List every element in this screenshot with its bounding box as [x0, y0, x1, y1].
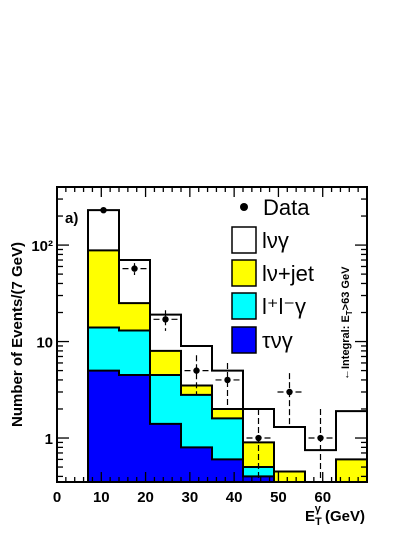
stacked-histogram [87, 209, 367, 483]
data-point-7 [308, 408, 333, 481]
x-tick-label-0: 0 [53, 489, 61, 506]
data-point-marker-0 [100, 206, 107, 214]
x-tick-label-30: 30 [182, 489, 199, 506]
data-point-2 [153, 310, 178, 331]
axis-ticks [56, 186, 368, 482]
data-point-3 [184, 355, 209, 395]
data-point-5 [246, 408, 271, 481]
integral-annotation-rest: >63 GeV [340, 266, 352, 310]
y-tick-label-1: 1 [45, 431, 53, 448]
data-point-marker-2 [162, 316, 169, 323]
legend-swatch-1 [231, 226, 257, 254]
data-point-6 [277, 373, 302, 428]
data-point-marker-3 [193, 367, 200, 374]
integral-annotation-sub: T [345, 310, 354, 315]
legend-label-2: lν+jet [262, 261, 314, 286]
legend-item-3: l⁺l⁻γ [231, 292, 306, 320]
x-tick-label-50: 50 [270, 489, 287, 506]
x-tick-label-40: 40 [226, 489, 243, 506]
bar-3-1 [119, 375, 150, 482]
data-point-1 [122, 263, 147, 275]
bar-1-8 [336, 459, 367, 482]
x-tick-label-20: 20 [137, 489, 154, 506]
x-tick-label-60: 60 [314, 489, 331, 506]
series-3 [88, 370, 274, 482]
x-tick-label-10: 10 [93, 489, 110, 506]
legend-item-0: Data [240, 195, 310, 220]
data-point-marker-1 [131, 265, 138, 272]
bar-3-2 [150, 423, 181, 482]
data-point-0 [91, 206, 116, 214]
bar-3-5 [243, 476, 274, 482]
y-tick-label-10²: 10² [31, 238, 53, 255]
legend-label-3: l⁺l⁻γ [262, 294, 306, 319]
legend-label-4: τνγ [262, 328, 293, 353]
legend-item-1: lνγ [231, 226, 289, 254]
y-tick-label-10: 10 [36, 335, 53, 352]
bar-3-3 [181, 447, 212, 482]
integral-annotation-main: ←Integral: E [340, 315, 352, 380]
x-axis-label: ETγ (GeV) [305, 503, 365, 528]
bar-1-6 [274, 471, 305, 482]
x-axis-label-rest: (GeV) [321, 508, 365, 525]
data-point-4 [215, 362, 240, 409]
x-axis-label-sup: γ [315, 503, 322, 515]
data-point-marker-7 [317, 434, 324, 442]
bar-3-0 [88, 370, 119, 482]
x-axis-label-main: E [305, 508, 315, 525]
axis-labels: 0 10 20 30 40 50 60 1 10 10² a) Number of Events/(7… [9, 210, 365, 528]
bar-3-4 [212, 459, 243, 482]
legend-marker-0 [240, 203, 248, 211]
legend-item-4: τνγ [231, 326, 293, 354]
legend-label-1: lνγ [262, 228, 289, 253]
legend-item-2: lν+jet [231, 259, 314, 287]
y-axis-label: Number of Events/(7 GeV) [9, 242, 26, 427]
integral-annotation: ←Integral: ET>63 GeV [340, 266, 354, 380]
legend-label-0: Data [263, 195, 310, 220]
legend: Data lνγ lν+jet l⁺l⁻γ τνγ [231, 195, 314, 354]
x-axis-label-sub: T [315, 516, 322, 528]
panel-label: a) [65, 210, 78, 227]
data-point-marker-6 [286, 388, 293, 396]
plot-frame [56, 186, 368, 483]
legend-swatch-3 [231, 292, 257, 320]
legend-swatch-4 [231, 326, 257, 354]
legend-swatch-2 [231, 259, 257, 287]
data-point-marker-5 [255, 434, 262, 442]
data-point-marker-4 [224, 376, 231, 384]
data-points [91, 206, 333, 481]
